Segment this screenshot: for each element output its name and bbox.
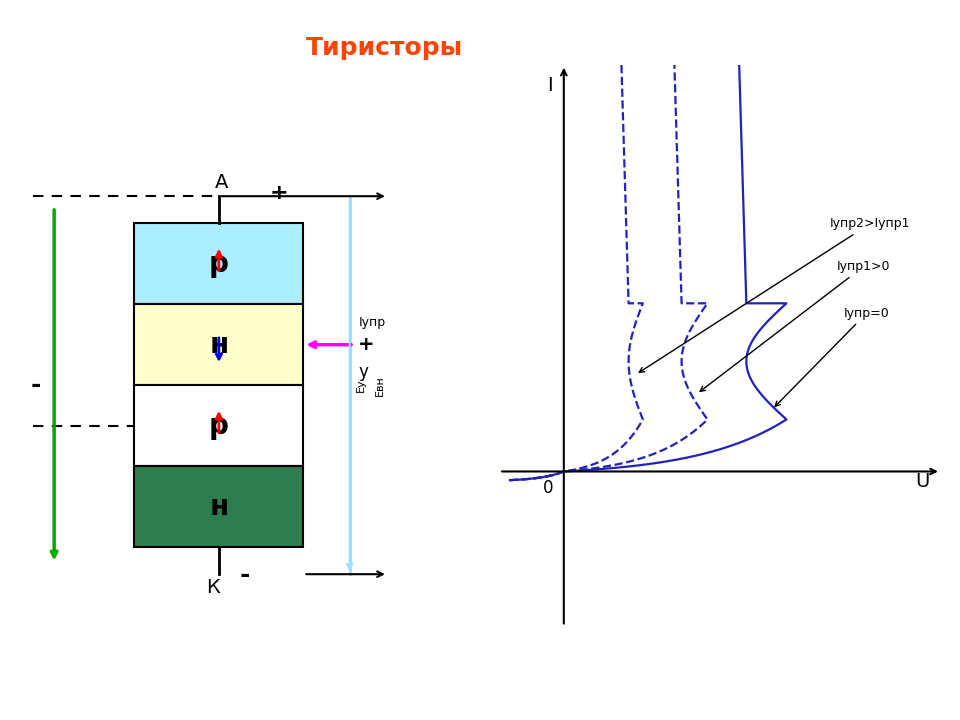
Text: Iупр2>Iупр1: Iупр2>Iупр1 — [639, 217, 910, 372]
Bar — [134, 385, 303, 467]
Text: у: у — [358, 363, 368, 381]
Text: Iупр: Iупр — [358, 316, 385, 329]
Bar — [134, 223, 303, 304]
Text: н: н — [209, 492, 228, 521]
Text: +: + — [270, 183, 288, 203]
Text: +: + — [358, 335, 374, 354]
Text: Тиристоры: Тиристоры — [305, 36, 463, 60]
Text: Iупр=0: Iупр=0 — [775, 307, 890, 406]
Text: н: н — [209, 330, 228, 359]
Text: -: - — [240, 563, 251, 588]
Text: р: р — [209, 412, 228, 440]
Text: 0: 0 — [542, 480, 553, 498]
Text: Евн: Евн — [375, 375, 385, 395]
Text: К: К — [206, 578, 220, 597]
Text: -: - — [31, 373, 41, 397]
Bar — [134, 467, 303, 547]
Bar — [134, 304, 303, 385]
Text: I: I — [547, 76, 553, 96]
Text: р: р — [209, 250, 228, 278]
Text: U: U — [916, 472, 930, 491]
Text: А: А — [215, 173, 228, 192]
Text: Еу: Еу — [356, 379, 366, 392]
Text: Iупр1>0: Iупр1>0 — [700, 260, 890, 392]
